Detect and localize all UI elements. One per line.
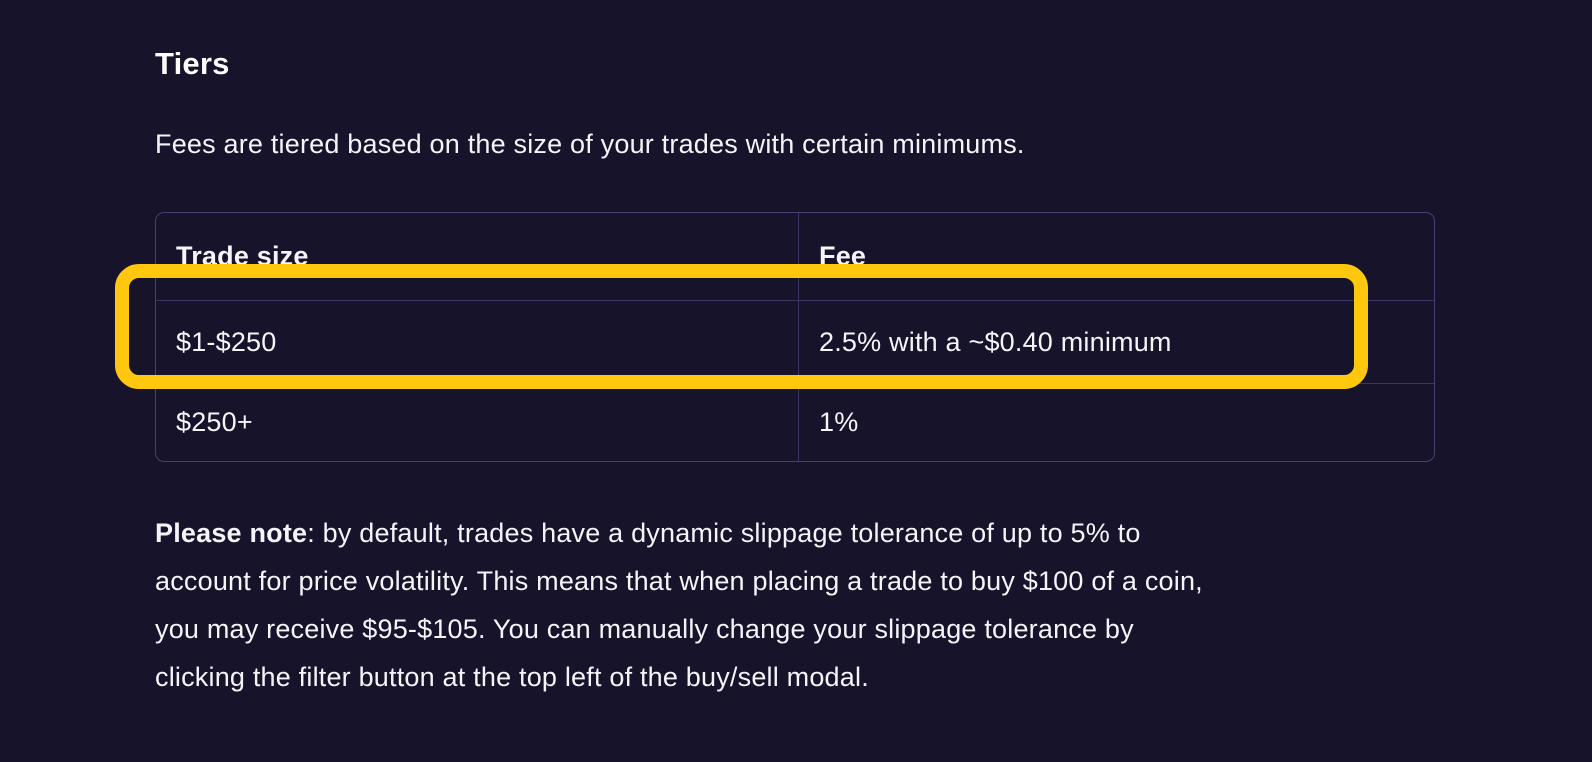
trade-size-cell: $250+ (176, 407, 253, 437)
note-line: Please note: by default, trades have a d… (155, 518, 1141, 548)
note-line: clicking the filter button at the top le… (155, 662, 869, 692)
fee-cell: 1% (798, 384, 1434, 461)
annotation-highlight-box (115, 264, 1368, 389)
note-bold-label: Please note (155, 518, 308, 548)
note-paragraph: Please note: by default, trades have a d… (155, 509, 1455, 701)
note-line: you may receive $95-$105. You can manual… (155, 614, 1134, 644)
table-row: $1-$250 2.5% with a ~$0.40 minimum (156, 300, 1434, 383)
note-line: account for price volatility. This means… (155, 566, 1203, 596)
intro-text: Fees are tiered based on the size of you… (155, 129, 1025, 159)
table-row: $250+ 1% (156, 383, 1434, 461)
fee-tiers-table: Trade size Fee $1-$250 2.5% with a ~$0.4… (155, 212, 1435, 462)
note-line-text: : by default, trades have a dynamic slip… (307, 518, 1141, 548)
trade-size-cell: $1-$250 (176, 326, 277, 357)
fee-cell: 2.5% with a ~$0.40 minimum (798, 301, 1434, 383)
page-title: Tiers (155, 46, 230, 81)
